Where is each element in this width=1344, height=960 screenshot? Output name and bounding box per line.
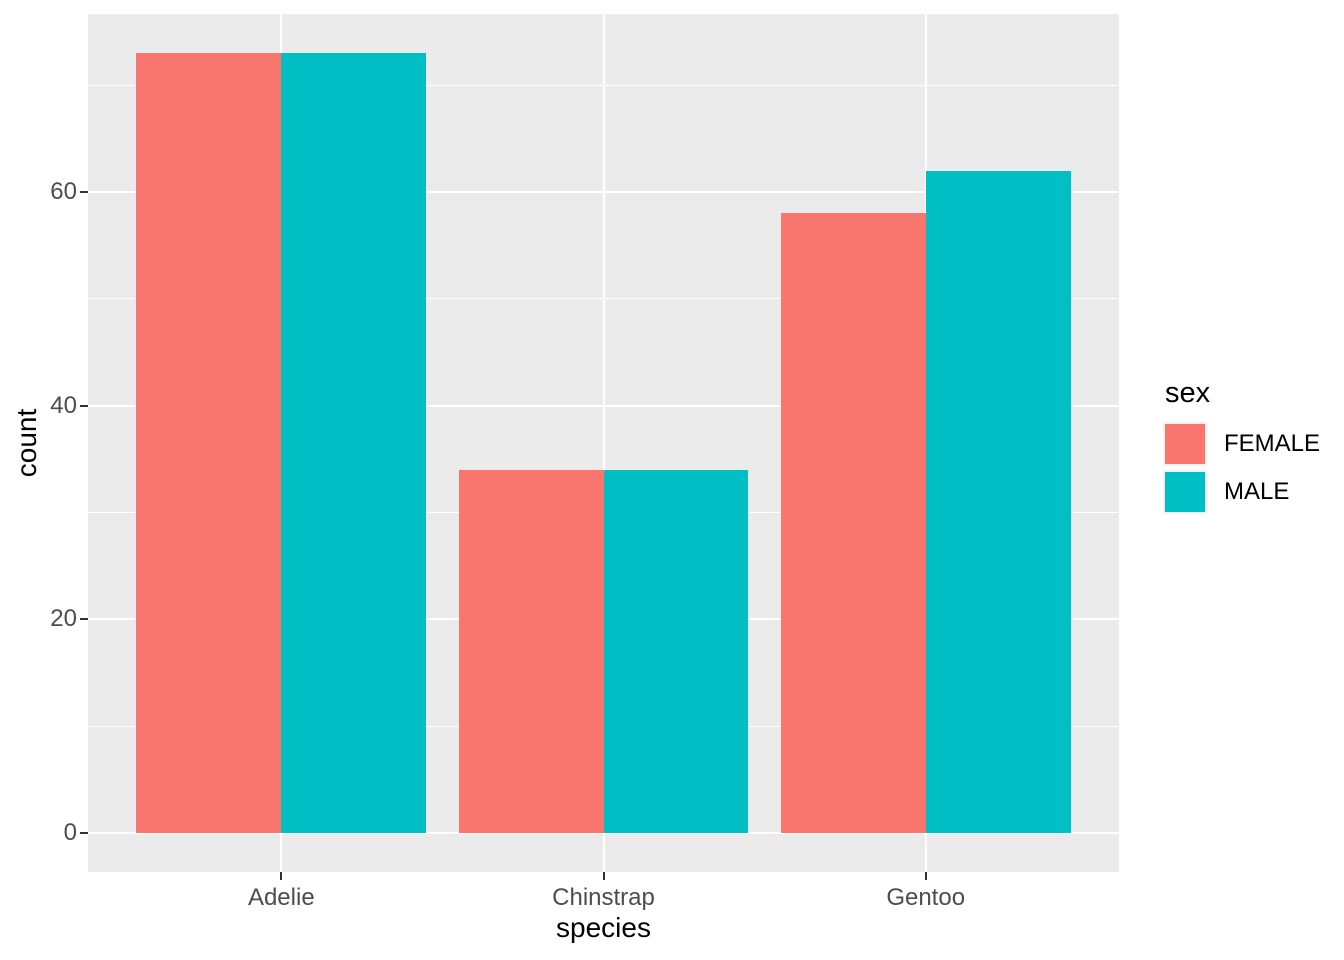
x-axis-tick (602, 872, 605, 880)
y-axis-tick (80, 404, 88, 407)
x-axis-tick (924, 872, 927, 880)
legend-item: FEMALE (1163, 422, 1320, 466)
y-axis-tick-label: 20 (50, 605, 77, 633)
legend-label: FEMALE (1224, 430, 1321, 457)
bar-gentoo-male (925, 170, 1071, 833)
y-axis-tick (80, 618, 88, 621)
legend-label: MALE (1224, 478, 1290, 505)
legend-items: FEMALE MALE (1163, 422, 1320, 514)
legend: sex FEMALE MALE (1163, 377, 1320, 518)
bar-chinstrap-male (603, 469, 749, 833)
bar-gentoo-female (780, 213, 926, 833)
y-axis-tick (80, 832, 88, 834)
x-axis-tick-label: Chinstrap (552, 884, 655, 911)
bar-chinstrap-female (458, 469, 604, 833)
legend-title: sex (1165, 377, 1211, 409)
y-axis-tick-label: 60 (50, 177, 77, 205)
legend-swatch-male (1163, 470, 1207, 514)
bar-adelie-male (281, 53, 427, 833)
y-axis-tick-label: 40 (50, 391, 77, 419)
x-axis-tick (280, 872, 283, 880)
vertical-gridline (602, 14, 605, 872)
legend-swatch-female (1163, 422, 1207, 466)
y-axis-tick-label: 0 (63, 819, 77, 846)
plot-panel (88, 14, 1119, 872)
x-axis-title: species (556, 912, 651, 943)
x-axis-tick-label: Adelie (247, 884, 315, 911)
x-axis-tick-label: Gentoo (886, 884, 966, 911)
bar-adelie-female (136, 53, 282, 833)
legend-item: MALE (1163, 470, 1320, 514)
y-axis-tick (80, 190, 88, 193)
